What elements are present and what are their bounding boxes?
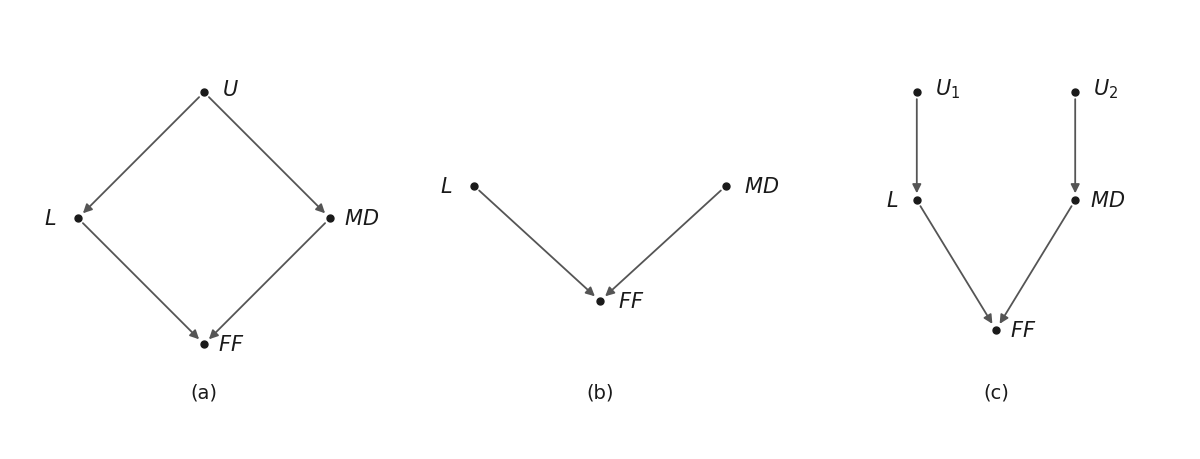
Text: $L$: $L$ xyxy=(440,176,452,196)
Text: $L$: $L$ xyxy=(44,209,56,229)
Text: $U_2$: $U_2$ xyxy=(1093,78,1118,101)
Text: $FF$: $FF$ xyxy=(618,291,644,311)
Text: $MD$: $MD$ xyxy=(744,176,779,196)
Text: $U$: $U$ xyxy=(222,79,239,100)
Text: $MD$: $MD$ xyxy=(344,209,379,229)
Text: $MD$: $MD$ xyxy=(1090,191,1124,211)
Text: $FF$: $FF$ xyxy=(1010,320,1037,340)
Text: $L$: $L$ xyxy=(887,191,899,211)
Text: $FF$: $FF$ xyxy=(218,335,245,354)
Text: (c): (c) xyxy=(983,383,1009,402)
Text: $U_1$: $U_1$ xyxy=(935,78,960,101)
Text: (a): (a) xyxy=(191,383,217,402)
Text: (b): (b) xyxy=(587,383,613,402)
